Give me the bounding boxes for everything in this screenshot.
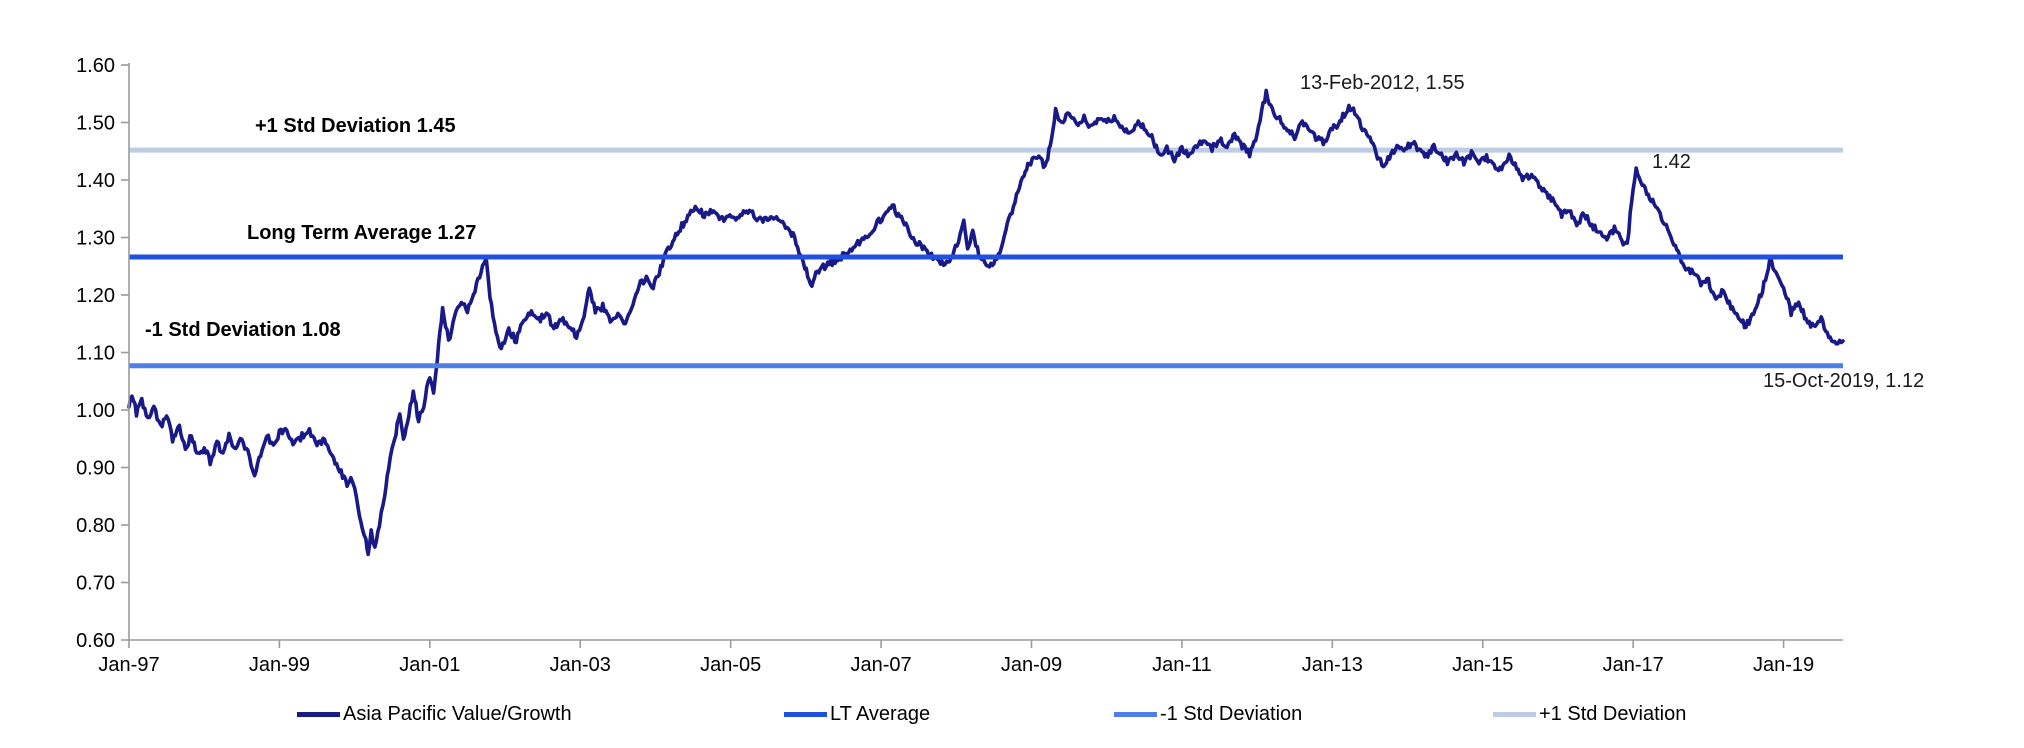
legend-item-plus1-std: +1 Std Deviation bbox=[1493, 701, 1686, 727]
x-axis-label: Jan-17 bbox=[1603, 654, 1664, 676]
y-axis-label: 1.60 bbox=[76, 55, 115, 77]
minus1-std-legend-label: -1 Std Deviation bbox=[1160, 702, 1303, 725]
x-axis-label: Jan-01 bbox=[399, 654, 460, 676]
minus1-std-legend-swatch bbox=[1114, 711, 1157, 717]
plus1-std-legend-swatch bbox=[1493, 711, 1536, 717]
lt-average-line-label: Long Term Average 1.27 bbox=[247, 222, 477, 244]
legend-item-lt-average: LT Average bbox=[784, 701, 930, 727]
x-axis-label: Jan-15 bbox=[1452, 654, 1513, 676]
x-axis-label: Jan-03 bbox=[550, 654, 611, 676]
x-axis-label: Jan-99 bbox=[249, 654, 310, 676]
peak-point-label: 13-Feb-2012, 1.55 bbox=[1300, 72, 1465, 94]
x-axis-label: Jan-11 bbox=[1152, 654, 1212, 676]
x-axis-label: Jan-97 bbox=[98, 654, 159, 676]
y-axis-label: 0.90 bbox=[76, 458, 115, 480]
x-axis-label: Jan-07 bbox=[851, 654, 912, 676]
series-line bbox=[127, 88, 1845, 557]
y-axis-label: 1.40 bbox=[76, 170, 115, 192]
last-point-label: 15-Oct-2019, 1.12 bbox=[1763, 370, 1925, 392]
minus1-std-line-label: -1 Std Deviation 1.08 bbox=[145, 319, 341, 341]
spike-2017-point-label: 1.42 bbox=[1652, 151, 1691, 173]
y-axis-label: 0.70 bbox=[76, 573, 115, 595]
lt-average-legend-label: LT Average bbox=[830, 702, 931, 725]
x-axis-label: Jan-13 bbox=[1302, 654, 1363, 676]
series-legend-swatch bbox=[297, 711, 340, 717]
series-legend-label: Asia Pacific Value/Growth bbox=[343, 702, 572, 725]
x-axis-label: Jan-19 bbox=[1753, 654, 1814, 676]
y-axis-label: 1.30 bbox=[76, 228, 115, 250]
y-axis-label: 0.80 bbox=[76, 515, 115, 537]
y-axis-label: 0.60 bbox=[76, 630, 115, 652]
y-axis-label: 1.10 bbox=[76, 343, 115, 365]
plus1-std-legend-label: +1 Std Deviation bbox=[1539, 702, 1687, 725]
y-axis-label: 1.00 bbox=[76, 400, 115, 422]
y-axis-label: 1.50 bbox=[76, 113, 115, 135]
legend-item-series: Asia Pacific Value/Growth bbox=[297, 701, 572, 727]
legend-item-minus1-std: -1 Std Deviation bbox=[1114, 701, 1302, 727]
lt-average-legend-swatch bbox=[784, 711, 827, 717]
y-axis-label: 1.20 bbox=[76, 285, 115, 307]
plus1-std-line-label: +1 Std Deviation 1.45 bbox=[255, 115, 456, 137]
x-axis-label: Jan-05 bbox=[700, 654, 761, 676]
x-axis-label: Jan-09 bbox=[1001, 654, 1062, 676]
